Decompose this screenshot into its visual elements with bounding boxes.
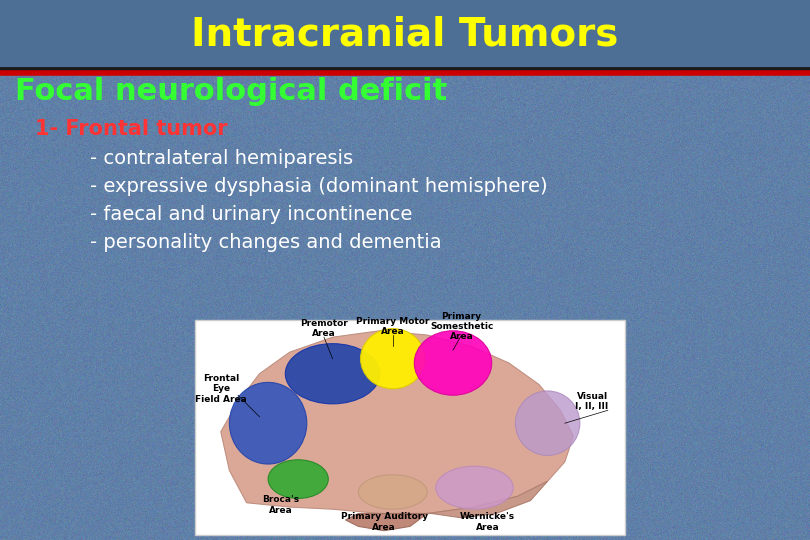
Text: Premotor
Area: Premotor Area xyxy=(301,319,347,338)
Text: - expressive dysphasia (dominant hemisphere): - expressive dysphasia (dominant hemisph… xyxy=(90,178,548,197)
Polygon shape xyxy=(346,514,427,531)
Text: Visual
I, II, III: Visual I, II, III xyxy=(574,392,608,411)
Text: Primary Motor
Area: Primary Motor Area xyxy=(356,317,429,336)
Ellipse shape xyxy=(360,329,425,389)
Text: - contralateral hemiparesis: - contralateral hemiparesis xyxy=(90,150,353,168)
Text: - personality changes and dementia: - personality changes and dementia xyxy=(90,233,441,253)
Text: Wernicke's
Area: Wernicke's Area xyxy=(460,512,515,532)
Ellipse shape xyxy=(414,330,492,395)
Ellipse shape xyxy=(268,460,328,498)
Text: - faecal and urinary incontinence: - faecal and urinary incontinence xyxy=(90,206,412,225)
Polygon shape xyxy=(221,330,573,514)
Text: 1- Frontal tumor: 1- Frontal tumor xyxy=(35,119,228,139)
Ellipse shape xyxy=(515,391,580,455)
Ellipse shape xyxy=(358,475,427,509)
Text: Primary Auditory
Area: Primary Auditory Area xyxy=(341,512,428,532)
Text: Broca's
Area: Broca's Area xyxy=(262,495,300,515)
Text: Frontal
Eye
Field Area: Frontal Eye Field Area xyxy=(195,374,247,404)
Ellipse shape xyxy=(229,382,307,464)
Text: Intracranial Tumors: Intracranial Tumors xyxy=(191,15,619,53)
Polygon shape xyxy=(427,481,548,518)
Ellipse shape xyxy=(436,466,514,509)
FancyBboxPatch shape xyxy=(195,320,625,535)
FancyBboxPatch shape xyxy=(0,0,810,68)
Text: Focal neurological deficit: Focal neurological deficit xyxy=(15,77,447,105)
Ellipse shape xyxy=(285,343,380,404)
Text: Primary
Somesthetic
Area: Primary Somesthetic Area xyxy=(430,312,493,341)
